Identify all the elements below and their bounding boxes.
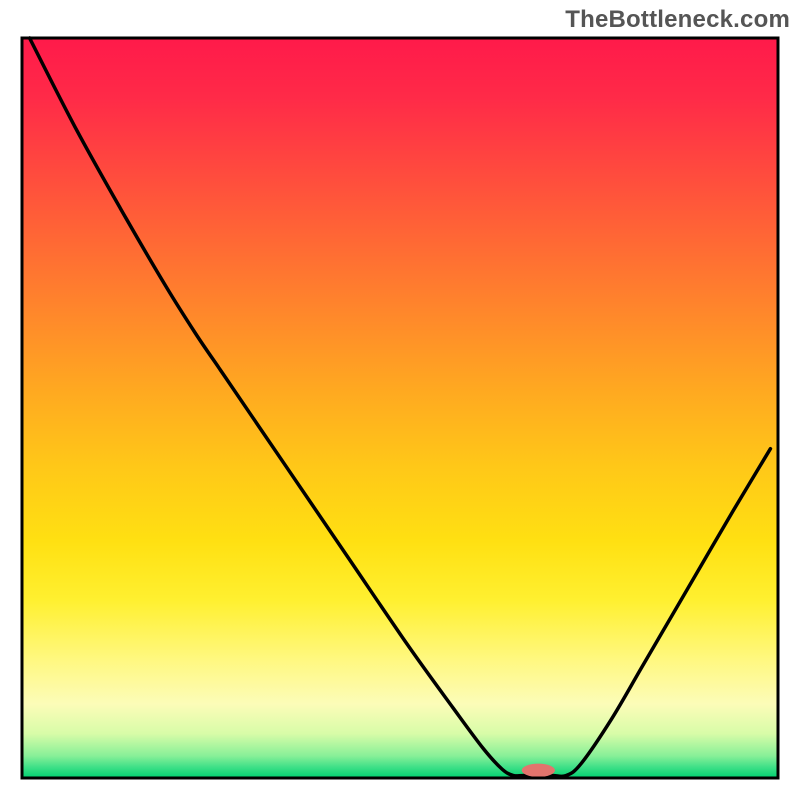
- plot-background: [22, 38, 778, 778]
- watermark-text: TheBottleneck.com: [565, 6, 790, 34]
- chart-svg: [0, 0, 800, 800]
- chart-container: TheBottleneck.com: [0, 0, 800, 800]
- optimal-point-marker: [522, 764, 555, 777]
